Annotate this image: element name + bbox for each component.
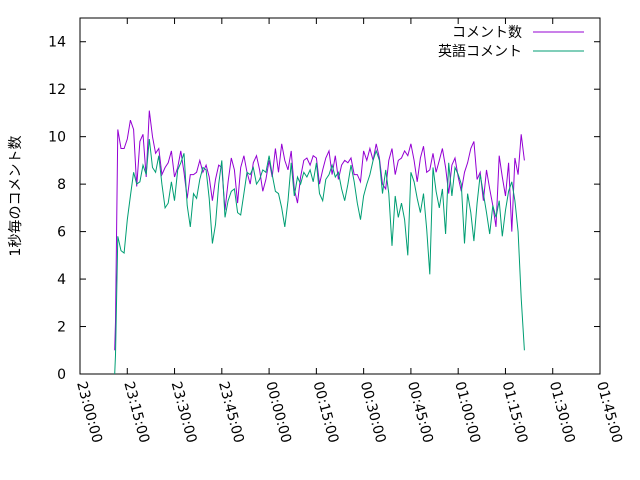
x-tick-label: 23:15:00 [120,380,152,445]
series-line-1 [114,110,525,351]
plot-frame [79,17,601,375]
x-tick-label: 00:15:00 [309,380,341,445]
y-tick-label: 4 [57,272,66,288]
y-tick-label: 8 [57,177,66,193]
y-axis-label: 1秒毎のコメント数 [8,136,24,257]
x-tick-label: 23:00:00 [73,380,105,445]
x-tick-label: 01:15:00 [499,380,531,445]
y-tick-label: 10 [48,130,66,146]
y-tick-label: 6 [57,225,66,241]
y-tick-label: 0 [57,367,66,383]
x-tick-label: 23:45:00 [215,380,247,445]
x-tick-label: 01:30:00 [546,380,578,445]
x-tick-label: 23:30:00 [168,380,200,445]
x-tick-label: 01:00:00 [451,380,483,445]
x-tick-label: 00:45:00 [404,380,436,445]
y-tick-label: 2 [57,320,66,336]
x-tick-label: 00:30:00 [357,380,389,445]
x-tick-label: 01:45:00 [593,380,625,445]
y-tick-label: 12 [48,82,66,98]
series-line-2 [114,138,525,375]
legend-label-2: 英語コメント [438,43,522,60]
legend-label-1: コメント数 [452,25,522,41]
y-tick-label: 14 [48,35,66,51]
x-tick-label: 00:00:00 [262,380,294,445]
